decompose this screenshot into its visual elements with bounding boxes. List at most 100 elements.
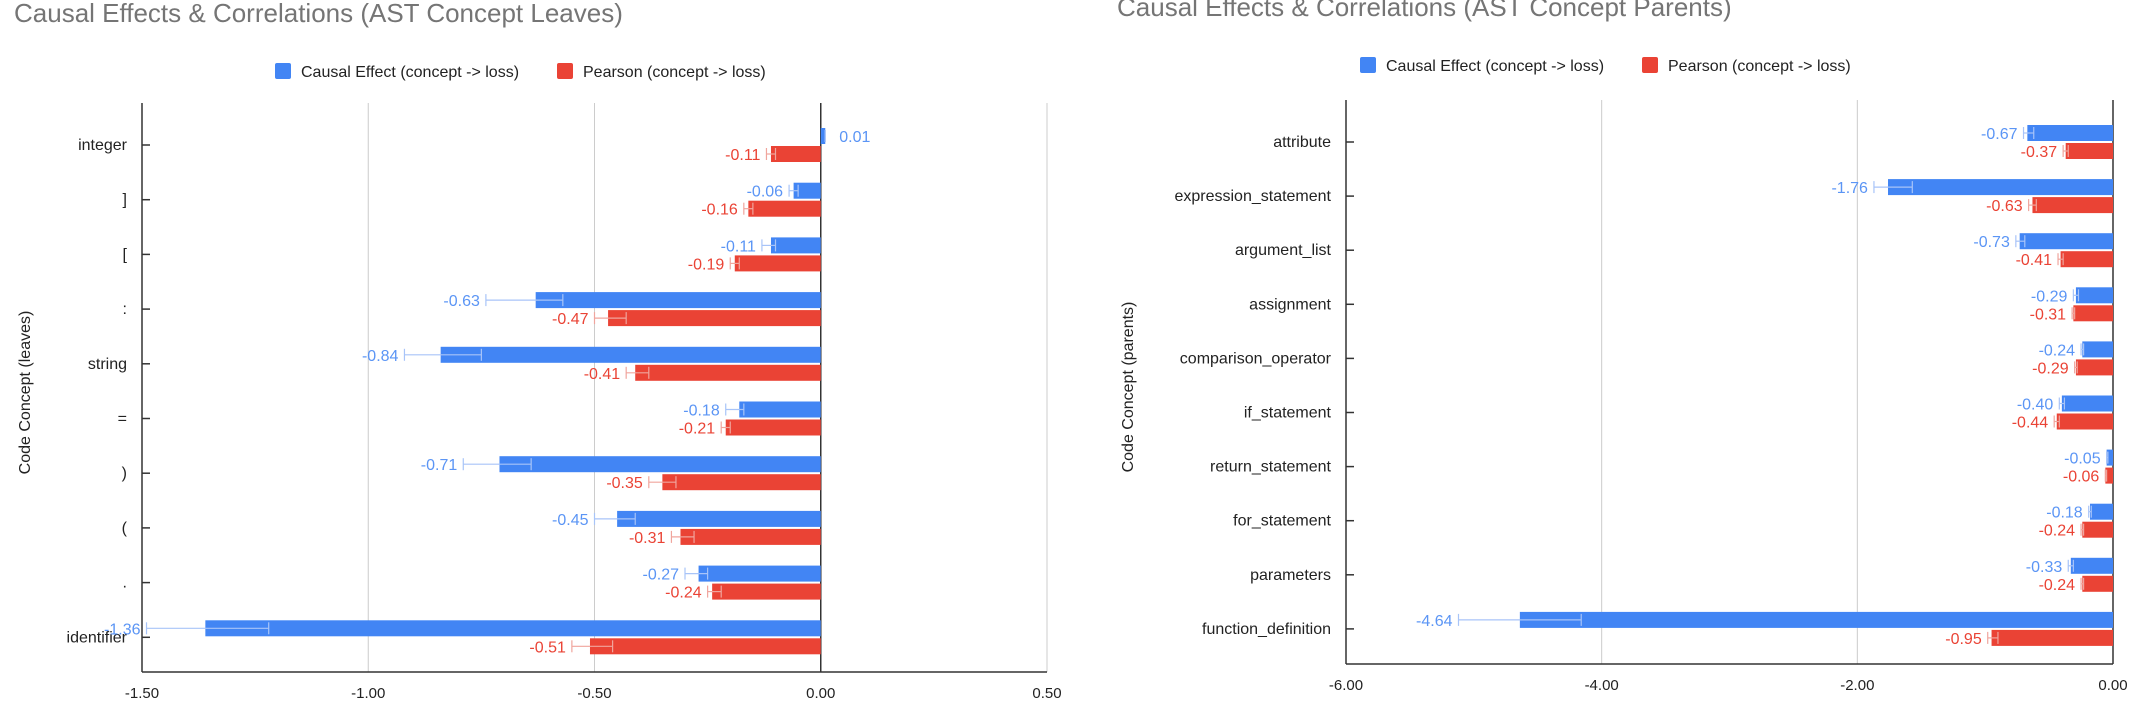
causal-data-label: 0.01 [839, 129, 870, 146]
y-axis-title: Code Concept (parents) [1120, 302, 1137, 473]
category-label: expression_statement [1174, 188, 1331, 205]
legend-swatch-pearson [1642, 57, 1658, 73]
category-label: argument_list [1235, 242, 1332, 259]
chart-1: Causal Effects & Correlations (AST Conce… [1117, 0, 2128, 694]
x-tick-label: -4.00 [1585, 677, 1619, 694]
causal-bar [2075, 287, 2113, 304]
pearson-data-label: -0.63 [1986, 198, 2023, 215]
causal-data-label: -0.27 [643, 567, 680, 584]
causal-bar [2070, 557, 2113, 574]
pearson-data-label: -0.37 [2021, 144, 2058, 161]
causal-data-label: -0.24 [2039, 342, 2076, 359]
x-tick-label: -1.50 [125, 685, 159, 702]
category-label: function_definition [1202, 621, 1331, 638]
causal-bar [535, 292, 821, 309]
causal-bar [1888, 179, 2113, 196]
causal-bar [739, 401, 821, 418]
category-label: ( [122, 520, 128, 537]
causal-data-label: -0.67 [1981, 126, 2018, 143]
pearson-bar [748, 200, 821, 217]
causal-bar [205, 620, 821, 637]
pearson-bar [2082, 521, 2113, 538]
pearson-data-label: -0.95 [1945, 631, 1982, 648]
x-tick-label: 0.50 [1032, 685, 1061, 702]
category-label: = [118, 411, 127, 428]
pearson-data-label: -0.47 [552, 311, 589, 328]
causal-data-label: -0.29 [2031, 288, 2068, 305]
x-tick-label: -1.00 [351, 685, 385, 702]
category-label: ] [123, 192, 127, 209]
category-label: integer [78, 137, 128, 154]
x-tick-label: 0.00 [2098, 677, 2127, 694]
legend: Causal Effect (concept -> loss) Pearson (… [275, 63, 766, 81]
category-label: comparison_operator [1180, 350, 1332, 367]
pearson-data-label: -0.24 [2039, 577, 2076, 594]
category-label: return_statement [1210, 459, 1332, 476]
pearson-bar [712, 583, 821, 600]
pearson-data-label: -0.24 [2039, 523, 2076, 540]
category-label: string [88, 356, 127, 373]
chart-0: Causal Effects & Correlations (AST Conce… [14, 0, 1062, 702]
pearson-data-label: -0.24 [665, 585, 702, 602]
pearson-data-label: -0.11 [725, 147, 760, 164]
causal-bar [698, 565, 821, 582]
causal-data-label: -0.63 [443, 293, 480, 310]
causal-bar [1519, 611, 2113, 628]
causal-data-label: -0.45 [552, 512, 589, 529]
category-label: assignment [1249, 296, 1331, 313]
pearson-data-label: -0.19 [688, 256, 725, 273]
x-tick-label: -2.00 [1840, 677, 1874, 694]
causal-data-label: -0.73 [1973, 234, 2010, 251]
x-tick-label: 0.00 [806, 685, 835, 702]
causal-bar [2106, 449, 2113, 466]
causal-data-label: -0.40 [2017, 397, 2054, 414]
pearson-data-label: -0.51 [529, 639, 566, 656]
category-label: for_statement [1233, 513, 1331, 530]
causal-data-label: -0.06 [747, 184, 784, 201]
legend-swatch-causal [275, 63, 291, 79]
pearson-data-label: -0.06 [2063, 469, 2100, 486]
causal-bar [793, 182, 821, 199]
pearson-data-label: -0.21 [679, 421, 716, 438]
pearson-data-label: -0.31 [2030, 306, 2067, 323]
causal-data-label: -0.84 [362, 348, 399, 365]
causal-data-label: -0.71 [421, 457, 458, 474]
x-tick-label: -6.00 [1329, 677, 1363, 694]
chart-title: Causal Effects & Correlations (AST Conce… [14, 0, 623, 28]
category-label: . [123, 575, 127, 592]
pearson-bar [635, 364, 821, 381]
category-label: ) [122, 465, 127, 482]
causal-bar [499, 456, 821, 473]
legend-label-pearson: Pearson (concept -> loss) [583, 64, 766, 81]
pearson-data-label: -0.41 [2016, 252, 2053, 269]
causal-data-label: -0.33 [2026, 559, 2063, 576]
pearson-bar [1991, 629, 2113, 646]
pearson-bar [2082, 575, 2113, 592]
pearson-bar [680, 528, 821, 545]
pearson-data-label: -0.29 [2032, 360, 2069, 377]
pearson-bar [734, 255, 821, 272]
legend-swatch-pearson [557, 63, 573, 79]
pearson-bar [2075, 359, 2113, 376]
category-label: [ [123, 246, 128, 263]
pearson-bar [662, 474, 821, 491]
causal-bar [440, 346, 821, 363]
pearson-bar [770, 146, 821, 162]
x-tick-label: -0.50 [577, 685, 611, 702]
legend-swatch-causal [1360, 57, 1376, 73]
legend-label-pearson: Pearson (concept -> loss) [1668, 58, 1851, 75]
pearson-bar [2073, 305, 2113, 322]
category-label: identifier [67, 629, 128, 646]
category-label: parameters [1250, 567, 1331, 584]
pearson-bar [2105, 467, 2113, 484]
pearson-bar [725, 419, 821, 436]
pearson-bar [608, 310, 821, 327]
legend: Causal Effect (concept -> loss) Pearson (… [1360, 57, 1851, 75]
causal-bar [2019, 233, 2113, 250]
legend-label-causal: Causal Effect (concept -> loss) [1386, 58, 1604, 75]
causal-bar [2082, 341, 2113, 358]
pearson-bar [2032, 197, 2113, 214]
pearson-data-label: -0.44 [2012, 415, 2049, 432]
category-label: attribute [1273, 134, 1331, 151]
